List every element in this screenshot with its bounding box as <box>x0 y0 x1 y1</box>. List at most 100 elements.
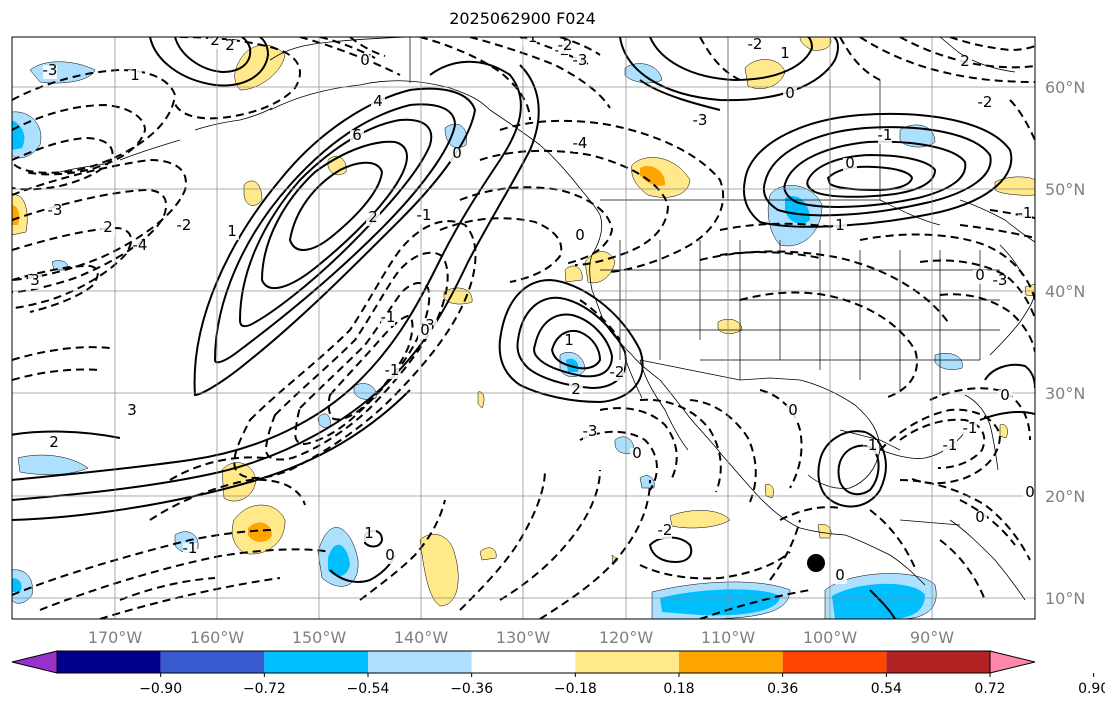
colorbar-box <box>57 651 161 673</box>
contour-label: 2 <box>210 31 220 49</box>
colorbar-tick-label: −0.90 <box>139 681 182 697</box>
contour-label: 2 <box>571 380 581 398</box>
contour-label: 0 <box>385 546 395 564</box>
contour-labels: 210-1-2-3-42346012-1-2-3-4-323-10-1-2123… <box>28 28 1035 584</box>
contour-label: -3 <box>693 111 708 129</box>
colorbar-extend-high <box>989 650 1036 674</box>
colorbar-tick-label: 0.72 <box>974 681 1005 697</box>
map-area <box>12 37 1035 619</box>
colorbar-box <box>264 651 368 673</box>
storm-position-marker <box>807 554 825 572</box>
contour-label: -1 <box>385 361 400 379</box>
contour-label: 1 <box>364 524 374 542</box>
contour-label: 0 <box>575 226 585 244</box>
contour-label: 2 <box>225 36 235 54</box>
contour-label: -3 <box>43 61 58 79</box>
contour-label: -3 <box>583 422 598 440</box>
latitude-label: 20°N <box>1045 487 1085 506</box>
chart-title: 2025062900 F024 <box>449 9 596 28</box>
contour-label: -2 <box>558 36 573 54</box>
contour-label: -3 <box>48 201 63 219</box>
longitude-labels: 170°W 160°W 150°W 140°W 130°W 120°W 110°W 100°W… <box>88 628 954 647</box>
contour-label: -2 <box>177 216 192 234</box>
contour-label: 1 <box>835 216 845 234</box>
contour-label: -1 <box>1018 204 1033 222</box>
colorbar-tick-label: −0.18 <box>554 681 597 697</box>
border-layer <box>409 37 1000 526</box>
longitude-label: 130°W <box>496 628 551 647</box>
contour-label: -4 <box>133 236 148 254</box>
contour-label: 1 <box>227 222 237 240</box>
contour-label: -2 <box>748 35 763 53</box>
contour-label: 0 <box>788 401 798 419</box>
graticule <box>12 37 1035 619</box>
contour-label: 1 <box>564 331 574 349</box>
contour-label: 0 <box>452 144 462 162</box>
colorbar-tick-label: 0.90 <box>1078 681 1105 697</box>
contour-label: -1 <box>863 436 878 454</box>
longitude-label: 100°W <box>803 628 858 647</box>
contour-label: 0 <box>975 266 985 284</box>
contour-label: 3 <box>30 271 40 289</box>
colorbar <box>11 650 1036 674</box>
negative-contours <box>12 37 1035 619</box>
longitude-label: 140°W <box>394 628 449 647</box>
colorbar-box <box>160 651 265 673</box>
colorbar-tick-label: 0.36 <box>767 681 798 697</box>
longitude-label: 120°W <box>599 628 654 647</box>
colorbar-box <box>471 651 576 673</box>
longitude-label: 90°W <box>910 628 954 647</box>
contour-label: 3 <box>127 401 137 419</box>
contour-label: -3 <box>573 51 588 69</box>
colorbar-tick-label: −0.54 <box>347 681 390 697</box>
colorbar-tick-label: 0.18 <box>663 681 694 697</box>
longitude-label: 160°W <box>190 628 245 647</box>
contour-label: 2 <box>49 433 59 451</box>
contour-label: 2 <box>368 208 378 226</box>
contour-label: 1 <box>130 66 140 84</box>
contour-label: 0 <box>835 566 845 584</box>
contour-label: 0 <box>632 444 642 462</box>
latitude-labels: 60°N 50°N 40°N 30°N 20°N 10°N <box>1045 78 1085 608</box>
contour-label: 0 <box>1025 483 1035 501</box>
colorbar-tick-label: 0.54 <box>871 681 902 697</box>
contour-label: 0 <box>420 321 430 339</box>
contour-label: 2 <box>103 218 113 236</box>
contour-label: -3 <box>993 271 1008 289</box>
contour-label: -1 <box>417 206 432 224</box>
map-frame <box>11 36 1036 620</box>
contour-label: 0 <box>360 51 370 69</box>
latitude-label: 50°N <box>1045 180 1085 199</box>
contour-label: -2 <box>978 93 993 111</box>
contour-label: 6 <box>352 126 362 144</box>
contour-label: -1 <box>963 419 978 437</box>
longitude-label: 110°W <box>701 628 756 647</box>
colorbar-box <box>782 651 887 673</box>
contour-label: -1 <box>878 126 893 144</box>
contour-label: 0 <box>1000 386 1010 404</box>
contour-label: -2 <box>610 363 625 381</box>
contour-label: 0 <box>785 84 795 102</box>
contour-label: -4 <box>573 134 588 152</box>
latitude-label: 60°N <box>1045 78 1085 97</box>
colorbar-box <box>368 651 472 673</box>
latitude-label: 30°N <box>1045 384 1085 403</box>
contour-label: -1 <box>381 308 396 326</box>
contour-label: -1 <box>943 436 958 454</box>
colorbar-box <box>886 651 990 673</box>
contour-label: 0 <box>845 154 855 172</box>
colorbar-extend-low <box>11 650 58 674</box>
contour-label: 4 <box>373 92 383 110</box>
latitude-label: 10°N <box>1045 589 1085 608</box>
colorbar-tick-label: −0.72 <box>243 681 286 697</box>
contour-label: 2 <box>960 52 970 70</box>
contour-label: -1 <box>183 539 198 557</box>
longitude-label: 150°W <box>292 628 347 647</box>
contour-label: -2 <box>658 521 673 539</box>
colorbar-tick-labels: −0.90 −0.72 −0.54 −0.36 −0.18 0.18 0.36 0.54 0.7… <box>139 673 1105 697</box>
longitude-label: 170°W <box>88 628 143 647</box>
contour-label: 1 <box>780 44 790 62</box>
colorbar-box <box>679 651 783 673</box>
contour-label: -1 <box>523 28 538 46</box>
